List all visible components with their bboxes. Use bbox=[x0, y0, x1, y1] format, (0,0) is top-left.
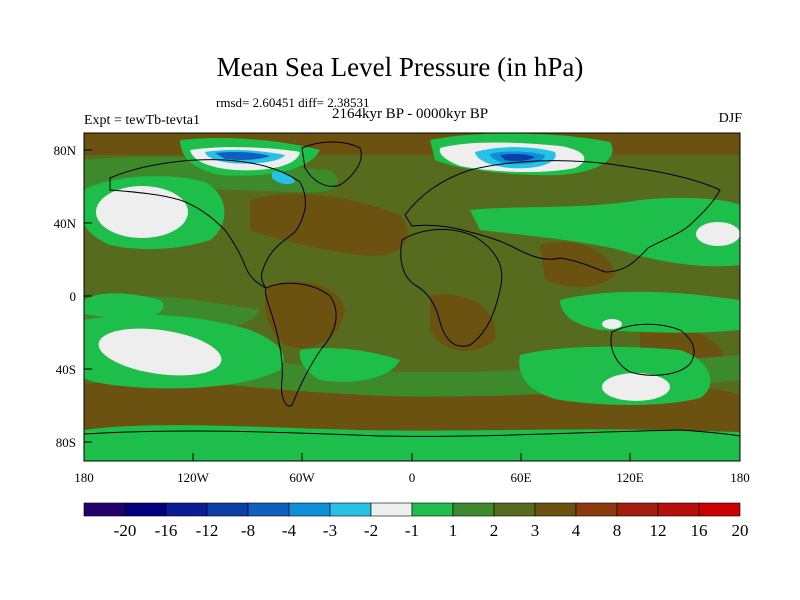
statistics-line: rmsd= 2.60451 diff= 2.38531 bbox=[216, 95, 370, 110]
colorbar: -20 -16 -12 -8 -4 -3 -2 -1 1 2 3 4 8 12 16 20 bbox=[83, 502, 749, 540]
colorbar-swatch bbox=[124, 502, 167, 517]
colorbar-swatch bbox=[83, 502, 126, 517]
colorbar-label: -8 bbox=[241, 521, 255, 540]
colorbar-swatch bbox=[575, 502, 618, 517]
colorbar-swatch bbox=[493, 502, 536, 517]
lon-label-60w: 60W bbox=[289, 470, 315, 485]
colorbar-swatch bbox=[452, 502, 495, 517]
colorbar-label: -3 bbox=[323, 521, 337, 540]
antarctica-outline bbox=[84, 429, 740, 437]
lon-label-120w: 120W bbox=[177, 470, 210, 485]
colorbar-label: -1 bbox=[405, 521, 419, 540]
lat-label-0: 0 bbox=[70, 289, 77, 304]
colorbar-label: 16 bbox=[691, 521, 708, 540]
north-america-outline bbox=[109, 159, 306, 289]
map-title: Mean Sea Level Pressure (in hPa) bbox=[216, 52, 584, 82]
colorbar-swatch bbox=[534, 502, 577, 517]
colorbar-label: -2 bbox=[364, 521, 378, 540]
lon-label-180e: 180 bbox=[730, 470, 750, 485]
colorbar-swatch bbox=[206, 502, 249, 517]
colorbar-swatch bbox=[616, 502, 659, 517]
colorbar-label: 2 bbox=[490, 521, 499, 540]
south-america-outline bbox=[265, 282, 337, 407]
colorbar-label: 12 bbox=[650, 521, 667, 540]
colorbar-swatch bbox=[247, 502, 290, 517]
colorbar-swatch bbox=[288, 502, 331, 517]
lat-label-80s: 80S bbox=[56, 435, 76, 450]
patch-south-pacific bbox=[98, 328, 222, 376]
colorbar-label: 4 bbox=[572, 521, 581, 540]
colorbar-swatch bbox=[329, 502, 372, 517]
lat-label-80n: 80N bbox=[54, 143, 77, 158]
colorbar-label: -4 bbox=[282, 521, 297, 540]
colorbar-label: 3 bbox=[531, 521, 540, 540]
lon-label-180w: 180 bbox=[74, 470, 94, 485]
colorbar-swatch bbox=[411, 502, 454, 517]
greenland-outline bbox=[301, 141, 362, 187]
australia-outline bbox=[610, 323, 695, 376]
colorbar-label: 1 bbox=[449, 521, 458, 540]
colorbar-label: -20 bbox=[114, 521, 137, 540]
patch-maritime bbox=[602, 319, 622, 329]
colorbar-swatch bbox=[370, 502, 413, 517]
colorbar-label: -12 bbox=[196, 521, 219, 540]
pressure-field bbox=[84, 133, 740, 461]
longitude-axis: 180 120W 60W 0 60E 120E 180 bbox=[74, 453, 750, 485]
experiment-label: Expt = tewTb-tevta1 bbox=[84, 113, 200, 128]
africa-outline bbox=[400, 229, 503, 347]
colorbar-swatch bbox=[657, 502, 700, 517]
eurasia-outline bbox=[404, 160, 721, 273]
colorbar-swatch bbox=[698, 502, 741, 517]
latitude-axis: 80N 40N 0 40S 80S bbox=[54, 143, 92, 450]
season-label: DJF bbox=[718, 111, 742, 126]
colorbar-label: 8 bbox=[613, 521, 622, 540]
lon-label-60e: 60E bbox=[511, 470, 532, 485]
patch-north-pacific bbox=[96, 186, 188, 238]
patch-north-west-pacific bbox=[696, 222, 740, 246]
patch-south-indian bbox=[602, 373, 670, 401]
colorbar-swatch bbox=[165, 502, 208, 517]
field-near-zero-regions bbox=[96, 142, 740, 401]
colorbar-label: 20 bbox=[732, 521, 749, 540]
lat-label-40n: 40N bbox=[54, 216, 77, 231]
period-label: 2164kyr BP - 0000kyr BP bbox=[331, 106, 489, 122]
coastlines bbox=[84, 141, 740, 437]
colorbar-label: -16 bbox=[155, 521, 178, 540]
lon-label-120e: 120E bbox=[616, 470, 644, 485]
lat-label-40s: 40S bbox=[56, 362, 76, 377]
lon-label-0: 0 bbox=[409, 470, 416, 485]
